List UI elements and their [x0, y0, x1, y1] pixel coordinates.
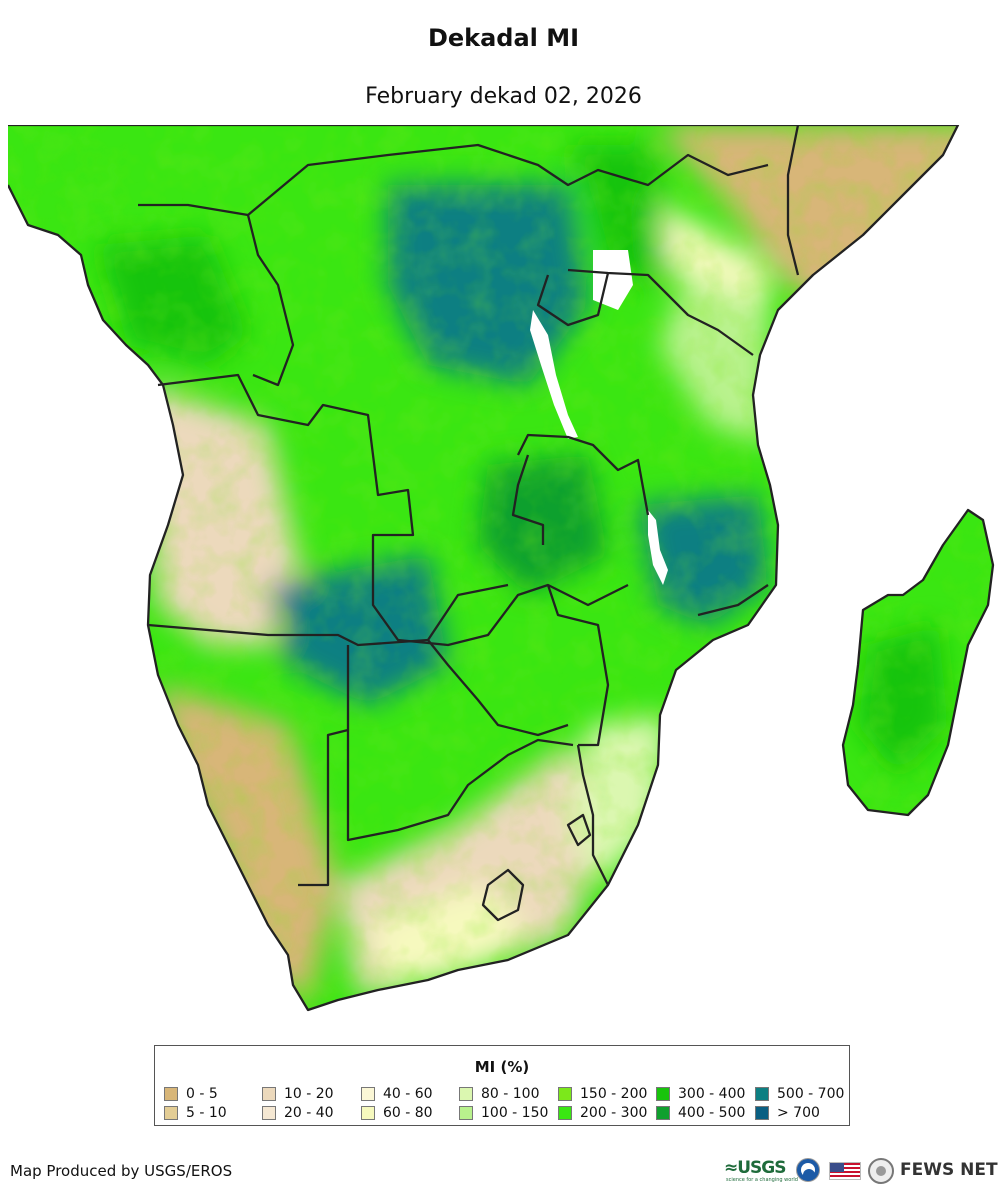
- legend-item: 150 - 200: [558, 1085, 647, 1102]
- map-credit: Map Produced by USGS/EROS: [10, 1162, 233, 1180]
- map-title: Dekadal MI: [427, 24, 580, 52]
- legend-item: 5 - 10: [164, 1104, 227, 1121]
- legend-label: 60 - 80: [383, 1104, 433, 1121]
- legend-item: 0 - 5: [164, 1085, 218, 1102]
- legend-swatch: [656, 1086, 670, 1101]
- legend-label: 400 - 500: [678, 1104, 746, 1121]
- legend-label: 300 - 400: [678, 1085, 746, 1102]
- legend-swatch: [164, 1105, 178, 1120]
- legend-label: 80 - 100: [481, 1085, 540, 1102]
- legend-swatch: [558, 1105, 572, 1120]
- legend-swatch: [361, 1105, 375, 1120]
- legend-label: 100 - 150: [481, 1104, 549, 1121]
- legend-items: 0 - 5 5 - 10 10 - 20 20 - 40 40 - 60 60 …: [164, 1085, 844, 1125]
- legend-label: > 700: [777, 1104, 820, 1121]
- legend-swatch: [656, 1105, 670, 1120]
- map-subtitle: February dekad 02, 2026: [365, 84, 642, 109]
- legend-item: 60 - 80: [361, 1104, 433, 1121]
- fews-net-logo: FEWS NET: [900, 1160, 998, 1180]
- legend-item: 40 - 60: [361, 1085, 433, 1102]
- legend-item: > 700: [755, 1104, 820, 1121]
- legend-item: 20 - 40: [262, 1104, 334, 1121]
- legend-swatch: [459, 1105, 473, 1120]
- land-surface: [8, 125, 993, 1010]
- legend-swatch: [755, 1105, 769, 1120]
- usgs-logo: ≈USGS: [724, 1158, 786, 1178]
- legend-swatch: [459, 1086, 473, 1101]
- us-flag-icon: [829, 1162, 861, 1180]
- legend-swatch: [262, 1086, 276, 1101]
- legend-label: 500 - 700: [777, 1085, 845, 1102]
- noaa-logo-icon: [796, 1158, 820, 1182]
- legend-label: 0 - 5: [186, 1085, 218, 1102]
- usgs-tagline: science for a changing world: [726, 1177, 798, 1183]
- legend-label: 40 - 60: [383, 1085, 433, 1102]
- legend-label: 200 - 300: [580, 1104, 648, 1121]
- legend-item: 400 - 500: [656, 1104, 745, 1121]
- legend-swatch: [262, 1105, 276, 1120]
- legend-swatch: [755, 1086, 769, 1101]
- legend-box: MI (%) 0 - 5 5 - 10 10 - 20 20 - 40 40 -…: [154, 1045, 850, 1126]
- legend-item: 200 - 300: [558, 1104, 647, 1121]
- logo-strip: ≈USGS science for a changing world FEWS …: [724, 1154, 999, 1188]
- legend-item: 500 - 700: [755, 1085, 844, 1102]
- legend-item: 100 - 150: [459, 1104, 548, 1121]
- legend-item: 300 - 400: [656, 1085, 745, 1102]
- legend-item: 80 - 100: [459, 1085, 540, 1102]
- legend-label: 10 - 20: [284, 1085, 334, 1102]
- country-borders: [6, 123, 995, 1012]
- map-svg: [6, 123, 995, 1012]
- legend-title: MI (%): [474, 1058, 530, 1076]
- legend-swatch: [361, 1086, 375, 1101]
- map-canvas[interactable]: [6, 123, 998, 1025]
- legend-label: 20 - 40: [284, 1104, 334, 1121]
- legend-label: 150 - 200: [580, 1085, 648, 1102]
- legend-label: 5 - 10: [186, 1104, 227, 1121]
- state-department-seal-icon: [868, 1158, 894, 1184]
- legend-swatch: [558, 1086, 572, 1101]
- legend-item: 10 - 20: [262, 1085, 334, 1102]
- legend-swatch: [164, 1086, 178, 1101]
